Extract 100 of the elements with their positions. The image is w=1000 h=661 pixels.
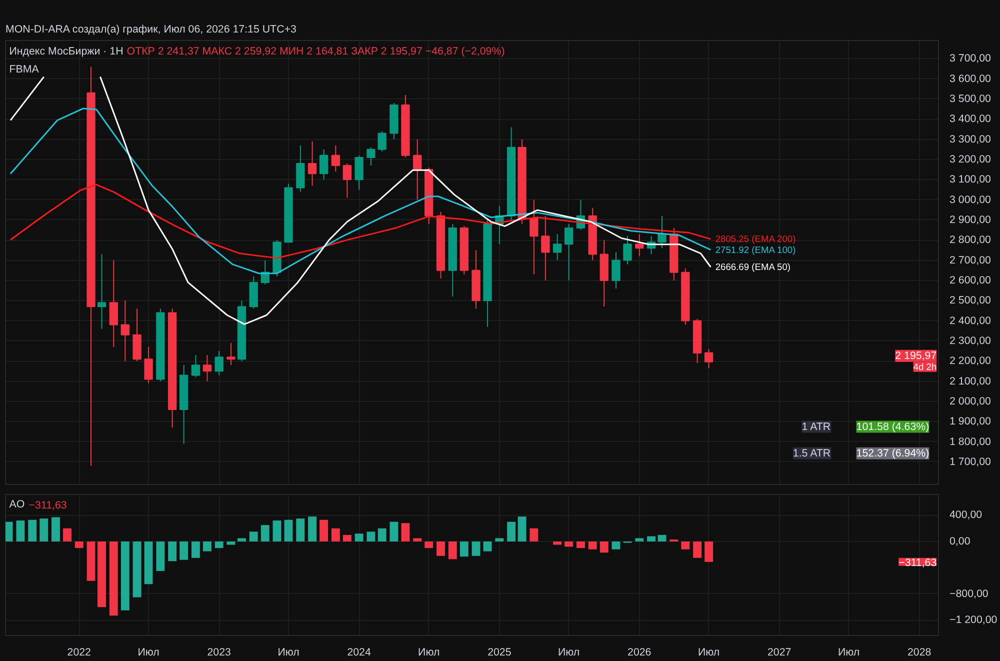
bar: [658, 534, 666, 542]
x-tick-label: 2026: [628, 646, 652, 658]
bar: [600, 541, 608, 553]
text: ОТКР 2 241,37 МАКС 2 259,92 МИН 2 164,81 ЗАКР 2 195,97 −46,87 (−2,09%): [126, 46, 505, 58]
y-tick-label: 2 900,00: [950, 214, 992, 226]
bar: [249, 532, 258, 542]
candlestick: [342, 162, 352, 198]
x-tick-label: 2027: [768, 646, 792, 658]
y-tick-label: 3 300,00: [950, 133, 992, 146]
bar: [308, 516, 316, 542]
chart-title: AO: [9, 498, 25, 510]
bar: [681, 541, 690, 550]
series-label: 2805.25 (EMA 200): [715, 234, 796, 244]
x-tick-label: 2025: [488, 646, 512, 658]
bar: [390, 522, 398, 542]
y-tick-label: 1 700,00: [950, 456, 992, 468]
annotation: 4d 2h: [913, 362, 937, 372]
x-tick-label: Июл: [278, 646, 300, 658]
bar: [74, 541, 84, 548]
candlestick: [331, 144, 340, 172]
bar: [180, 541, 188, 560]
candlestick: [354, 154, 364, 190]
bar: [260, 525, 270, 542]
bar: [576, 541, 585, 548]
bar: [483, 541, 492, 552]
series-label: 2751.92 (EMA 100): [715, 244, 796, 255]
annotation: FBMA: [9, 63, 40, 76]
candlestick: [635, 234, 644, 257]
x-tick-label: Июл: [418, 646, 440, 658]
bar: [52, 517, 60, 542]
y-tick-label: 3 400,00: [950, 113, 992, 126]
y-tick-label: 3 200,00: [950, 153, 992, 166]
bar: [693, 541, 702, 558]
annotation: −311,63: [898, 556, 937, 569]
candlestick: [623, 236, 632, 265]
y-tick-label: 2 100,00: [950, 375, 992, 388]
bar: [704, 541, 714, 562]
y-tick-label: 3 100,00: [950, 174, 992, 186]
bar: [144, 541, 153, 584]
candlestick: [658, 215, 666, 249]
candlestick: [541, 215, 550, 281]
candlestick: [704, 348, 714, 369]
bar: [40, 518, 48, 542]
annotation: 152.37 (6.94%): [856, 447, 930, 460]
annotation: −311,63: [28, 499, 67, 512]
bar: [413, 538, 422, 542]
text: MON-DI-ARA создал(а) график, Июл 06, 2026 17:15 UTC+3: [6, 24, 296, 36]
bar: [6, 522, 13, 542]
candlestick: [564, 223, 574, 281]
text: Индекс МосБиржи · 1Н: [9, 46, 124, 58]
candlestick: [612, 252, 620, 290]
bar: [436, 541, 445, 556]
bar: [647, 536, 656, 542]
line-series: [10, 108, 712, 274]
x-tick-label: 2024: [347, 646, 371, 658]
bar: [156, 541, 165, 572]
y-tick-label: 400,00: [950, 509, 982, 522]
bar: [16, 520, 25, 542]
bar: [635, 538, 644, 542]
bar: [518, 516, 526, 542]
x-tick-label: 2022: [67, 646, 92, 658]
bar: [460, 541, 468, 557]
bar: [530, 528, 538, 542]
candlestick: [366, 146, 376, 166]
y-tick-label: 1 900,00: [950, 416, 992, 428]
bar: [86, 541, 96, 581]
series-label: 2666.69 (EMA 50): [715, 262, 791, 272]
y-tick-label: 2 200,00: [950, 355, 992, 368]
bar: [553, 541, 562, 545]
y-tick-label: 2 400,00: [950, 314, 992, 327]
y-tick-label: 2 800,00: [950, 234, 992, 246]
candlestick: [214, 350, 224, 376]
y-tick-label: 0,00: [950, 535, 970, 548]
bar: [612, 541, 620, 550]
bar: [109, 541, 118, 616]
y-tick-label: 2 600,00: [950, 274, 992, 286]
bar: [495, 538, 504, 542]
bar: [564, 541, 574, 547]
annotation: 101.58 (4.63%): [856, 420, 930, 433]
y-tick-label: −800,00: [950, 588, 988, 600]
y-tick-label: 2 300,00: [950, 334, 992, 347]
x-tick-label: Июл: [138, 646, 160, 658]
bar: [320, 520, 328, 542]
bar: [424, 541, 434, 548]
y-tick-label: 2 000,00: [950, 395, 992, 408]
annotation: 1 ATR: [802, 420, 831, 433]
y-tick-label: 3 000,00: [950, 194, 992, 206]
candlestick: [144, 346, 153, 384]
x-tick-label: Июл: [558, 646, 580, 658]
candlestick: [120, 300, 130, 362]
y-tick-label: 2 700,00: [950, 254, 992, 266]
candlestick: [202, 354, 212, 382]
bar: [342, 534, 352, 542]
candlestick: [97, 254, 106, 330]
bar: [366, 532, 376, 542]
candlestick: [308, 140, 317, 186]
bar: [284, 520, 293, 542]
line-series: [10, 184, 712, 259]
bar: [472, 541, 480, 556]
x-tick-label: 2028: [907, 646, 932, 658]
